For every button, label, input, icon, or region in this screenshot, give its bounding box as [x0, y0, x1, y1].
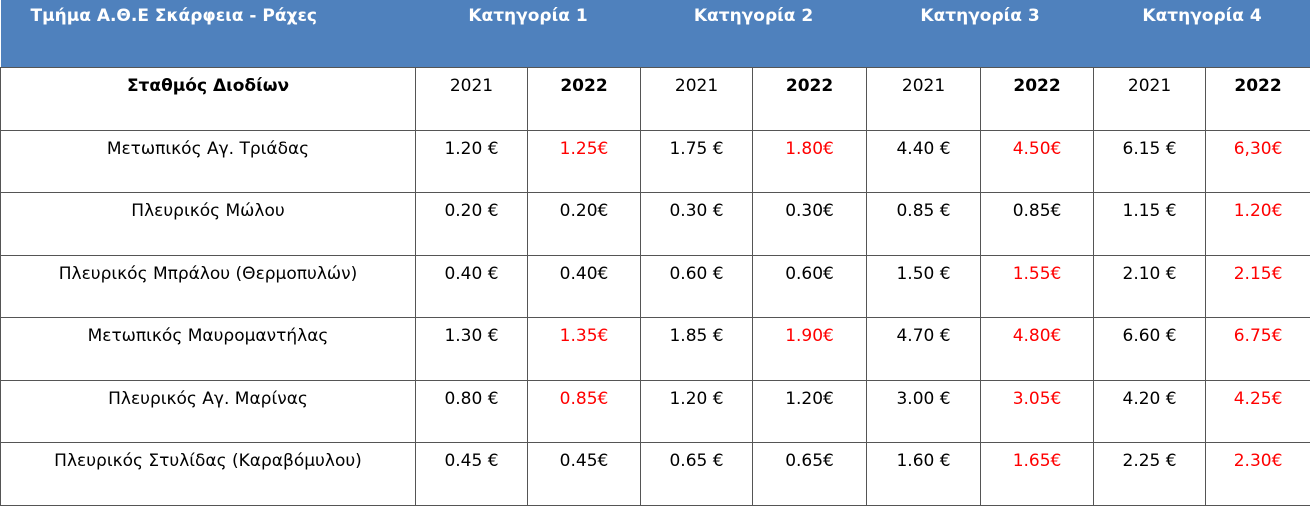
year-header: 2021 [641, 67, 753, 130]
toll-price: 1.25€ [528, 130, 641, 193]
category-header: Κατηγορία 1 [416, 0, 641, 67]
toll-price: 0.20€ [528, 193, 641, 256]
toll-price: 1.20€ [1206, 193, 1310, 256]
toll-price: 1.85 € [641, 318, 753, 381]
toll-price: 0.40€ [528, 255, 641, 318]
year-header: 2022 [981, 67, 1094, 130]
toll-price: 0.60€ [753, 255, 867, 318]
toll-price: 0.30€ [753, 193, 867, 256]
toll-price: 1.15 € [1094, 193, 1206, 256]
toll-price: 0.65 € [641, 443, 753, 506]
toll-price: 1.55€ [981, 255, 1094, 318]
station-name: Πλευρικός Αγ. Μαρίνας [1, 380, 416, 443]
station-name: Μετωπικός Μαυρομαντήλας [1, 318, 416, 381]
toll-price: 4.70 € [867, 318, 981, 381]
toll-price: 2.10 € [1094, 255, 1206, 318]
year-header: 2021 [867, 67, 981, 130]
toll-price: 1.20 € [416, 130, 528, 193]
toll-price: 0.20 € [416, 193, 528, 256]
station-row: Πλευρικός Στυλίδας (Καραβόμυλου)0.45 €0.… [1, 443, 1310, 506]
toll-price: 1.80€ [753, 130, 867, 193]
toll-price: 6.60 € [1094, 318, 1206, 381]
toll-price: 0.80 € [416, 380, 528, 443]
toll-price: 0.65€ [753, 443, 867, 506]
toll-price: 0.45 € [416, 443, 528, 506]
toll-price: 3.05€ [981, 380, 1094, 443]
toll-price: 6,30€ [1206, 130, 1310, 193]
toll-price: 2.25 € [1094, 443, 1206, 506]
toll-price: 0.85€ [981, 193, 1094, 256]
toll-price: 0.85 € [867, 193, 981, 256]
year-header: 2022 [753, 67, 867, 130]
toll-price: 1.50 € [867, 255, 981, 318]
toll-price: 0.45€ [528, 443, 641, 506]
toll-price: 0.30 € [641, 193, 753, 256]
toll-price: 6.75€ [1206, 318, 1310, 381]
station-row: Πλευρικός Μπράλου (Θερμοπυλών)0.40 €0.40… [1, 255, 1310, 318]
year-header: 2022 [528, 67, 641, 130]
toll-price: 1.65€ [981, 443, 1094, 506]
toll-price: 1.90€ [753, 318, 867, 381]
toll-price: 1.35€ [528, 318, 641, 381]
toll-price: 0.40 € [416, 255, 528, 318]
toll-price: 4.25€ [1206, 380, 1310, 443]
year-header: 2021 [416, 67, 528, 130]
toll-price: 4.80€ [981, 318, 1094, 381]
category-header: Κατηγορία 4 [1094, 0, 1310, 67]
toll-price: 4.40 € [867, 130, 981, 193]
toll-price: 4.20 € [1094, 380, 1206, 443]
toll-price: 1.20 € [641, 380, 753, 443]
station-name: Πλευρικός Μπράλου (Θερμοπυλών) [1, 255, 416, 318]
station-header: Σταθμός Διοδίων [1, 67, 416, 130]
toll-price: 1.75 € [641, 130, 753, 193]
toll-price: 6.15 € [1094, 130, 1206, 193]
station-name: Πλευρικός Στυλίδας (Καραβόμυλου) [1, 443, 416, 506]
station-name: Μετωπικός Αγ. Τριάδας [1, 130, 416, 193]
toll-price: 2.15€ [1206, 255, 1310, 318]
toll-price: 0.85€ [528, 380, 641, 443]
toll-price: 3.00 € [867, 380, 981, 443]
station-name: Πλευρικός Μώλου [1, 193, 416, 256]
toll-price: 1.20€ [753, 380, 867, 443]
toll-price: 1.30 € [416, 318, 528, 381]
toll-price: 4.50€ [981, 130, 1094, 193]
toll-price: 1.60 € [867, 443, 981, 506]
toll-price: 2.30€ [1206, 443, 1310, 506]
year-header: 2021 [1094, 67, 1206, 130]
category-header: Κατηγορία 2 [641, 0, 867, 67]
section-title: Τμήμα Α.Θ.Ε Σκάρφεια - Ράχες [1, 0, 416, 67]
toll-price: 0.60 € [641, 255, 753, 318]
year-header: 2022 [1206, 67, 1310, 130]
category-header: Κατηγορία 3 [867, 0, 1094, 67]
